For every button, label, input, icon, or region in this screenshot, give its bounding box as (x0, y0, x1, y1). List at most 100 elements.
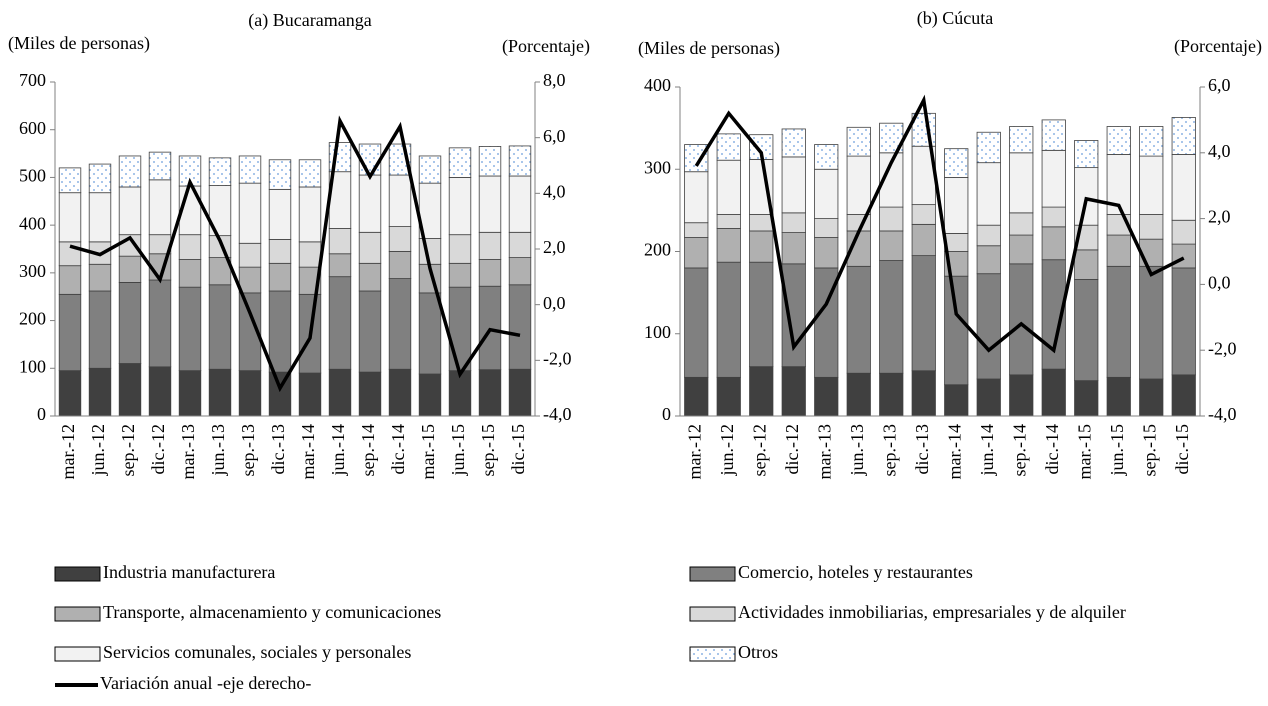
y2-axis-label: (Porcentaje) (502, 36, 590, 57)
y-tick-label: 100 (644, 322, 671, 342)
x-tick-label: jun.-15 (1107, 424, 1127, 477)
bar-segment (358, 290, 382, 373)
bar-segment (88, 163, 112, 194)
y2-tick-label: 0,0 (1208, 273, 1231, 293)
bar-segment (508, 257, 532, 286)
y-tick-label: 600 (19, 118, 46, 138)
bar-segment (814, 237, 839, 269)
bar-segment (684, 376, 709, 417)
bar-segment (911, 370, 936, 417)
y-tick-label: 400 (644, 75, 671, 95)
bar-segment (1041, 206, 1066, 228)
bar-segment (911, 204, 936, 225)
legend-label: Comercio, hoteles y restaurantes (738, 562, 973, 582)
x-tick-label: mar.-15 (1074, 424, 1094, 480)
bar-segment (328, 368, 352, 417)
bar-segment (178, 234, 202, 260)
bar-segment (846, 265, 871, 374)
bar-segment (58, 293, 82, 372)
bar-segment (1171, 117, 1196, 155)
x-tick-label: mar.-15 (418, 424, 438, 480)
bar-segment (298, 372, 322, 417)
bar-segment (448, 370, 472, 417)
bar-segment (118, 155, 142, 188)
bar-segment (944, 177, 969, 234)
bar-segment (58, 241, 82, 267)
bar-segment (328, 276, 352, 370)
chart-title: (a) Bucaramanga (248, 10, 371, 31)
bar-segment (684, 267, 709, 378)
bar-segment (508, 368, 532, 417)
x-tick-label: mar.-14 (298, 424, 318, 480)
bar-segment (716, 376, 741, 417)
legend-swatch (54, 646, 101, 662)
bar-segment (1139, 265, 1164, 380)
bar-segment (684, 171, 709, 224)
bar-segment (781, 156, 806, 214)
bar-segment (1041, 368, 1066, 417)
x-tick-label: dic.-14 (388, 424, 408, 474)
y2-tick-label: -4,0 (1208, 404, 1237, 424)
bar-segment (238, 182, 262, 244)
bar-segment (976, 273, 1001, 380)
bar-segment (1074, 249, 1099, 280)
bar-segment (478, 175, 502, 233)
bar-segment (1139, 238, 1164, 267)
bar-segment (508, 231, 532, 258)
bar-segment (508, 175, 532, 233)
x-tick-label: sep.-12 (118, 424, 138, 477)
bar-segment (208, 368, 232, 417)
y2-tick-label: 0,0 (543, 293, 566, 313)
x-tick-label: mar.-12 (58, 424, 78, 480)
x-tick-label: mar.-14 (944, 424, 964, 480)
bar-segment (976, 245, 1001, 275)
bar-segment (781, 232, 806, 265)
bar-segment (684, 222, 709, 238)
bar-segment (1106, 126, 1131, 155)
bar-segment (388, 368, 412, 417)
y2-tick-label: -2,0 (543, 348, 572, 368)
bar-segment (1139, 155, 1164, 215)
x-tick-label: mar.-13 (814, 424, 834, 480)
x-tick-label: jun.-13 (208, 424, 228, 477)
y-tick-label: 100 (19, 356, 46, 376)
bar-segment (88, 290, 112, 369)
bar-segment (148, 279, 172, 368)
bar-segment (879, 206, 904, 232)
y-tick-label: 500 (19, 166, 46, 186)
bar-segment (749, 261, 774, 368)
bar-segment (208, 157, 232, 186)
bar-segment (781, 128, 806, 158)
bar-segment (238, 242, 262, 268)
bar-segment (976, 131, 1001, 164)
bar-segment (358, 174, 382, 233)
line (69, 115, 521, 393)
bar-segment (448, 147, 472, 178)
bar-segment (1009, 126, 1034, 154)
y2-tick-label: 4,0 (543, 181, 566, 201)
legend-label: Variación anual -eje derecho- (100, 673, 311, 693)
bar-segment (118, 186, 142, 236)
bar-segment (1009, 212, 1034, 236)
bar-segment (814, 376, 839, 417)
bar-segment (976, 162, 1001, 226)
bar-segment (298, 241, 322, 268)
bar-segment (328, 228, 352, 255)
bar-segment (944, 275, 969, 386)
bar-segment (388, 174, 412, 227)
y2-tick-label: 4,0 (1208, 141, 1231, 161)
legend-label: Servicios comunales, sociales y personal… (103, 642, 411, 662)
bar-segment (846, 372, 871, 417)
bar-segment (1009, 152, 1034, 214)
y2-axis-label: (Porcentaje) (1174, 36, 1262, 57)
x-tick-label: sep.-14 (1009, 424, 1029, 477)
bar-segment (814, 218, 839, 238)
bar-segment (1074, 380, 1099, 417)
bar-segment (749, 214, 774, 232)
bar-segment (781, 366, 806, 417)
y-tick-label: 300 (644, 157, 671, 177)
x-tick-label: jun.-14 (328, 424, 348, 477)
y2-tick-label: 6,0 (1208, 75, 1231, 95)
x-tick-label: sep.-15 (1139, 424, 1159, 477)
bar-segment (781, 212, 806, 233)
